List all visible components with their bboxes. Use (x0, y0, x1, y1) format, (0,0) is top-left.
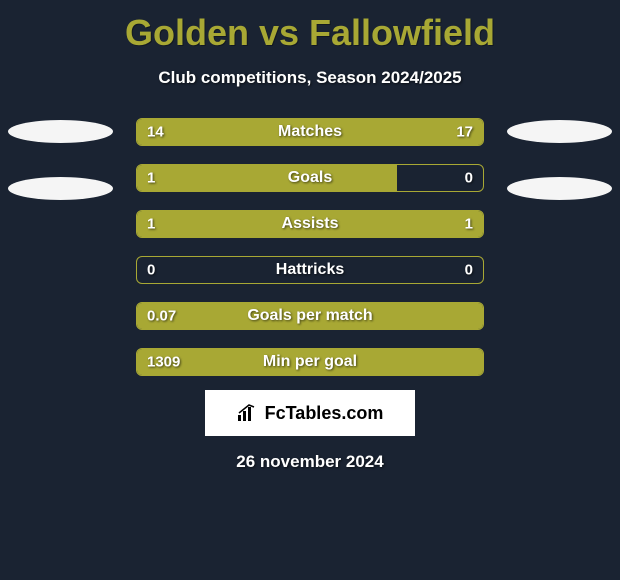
stat-label: Assists (282, 215, 339, 233)
stat-label: Goals (288, 169, 332, 187)
stat-label: Matches (278, 123, 342, 141)
stat-value-left: 1 (147, 170, 155, 187)
stat-row-matches: 14 Matches 17 (136, 118, 484, 146)
stat-row-goals-per-match: 0.07 Goals per match (136, 302, 484, 330)
stat-label: Min per goal (263, 353, 357, 371)
stat-value-left: 1309 (147, 354, 180, 371)
bar-fill-left (137, 165, 397, 191)
stat-row-assists: 1 Assists 1 (136, 210, 484, 238)
ellipse-placeholder (507, 177, 612, 200)
brand-text: FcTables.com (265, 403, 384, 424)
stat-label: Hattricks (276, 261, 344, 279)
chart-icon (237, 404, 259, 422)
stat-label: Goals per match (247, 307, 372, 325)
stat-value-right: 0 (465, 170, 473, 187)
stat-value-left: 14 (147, 124, 164, 141)
brand-badge: FcTables.com (205, 390, 415, 436)
ellipse-placeholder (8, 120, 113, 143)
ellipse-placeholder (8, 177, 113, 200)
stat-value-right: 17 (456, 124, 473, 141)
player-right-logo (507, 120, 612, 200)
ellipse-placeholder (507, 120, 612, 143)
player-left-logo (8, 120, 113, 200)
stat-value-left: 1 (147, 216, 155, 233)
page-title: Golden vs Fallowfield (0, 0, 620, 54)
stat-row-min-per-goal: 1309 Min per goal (136, 348, 484, 376)
stat-row-hattricks: 0 Hattricks 0 (136, 256, 484, 284)
stat-value-left: 0.07 (147, 308, 176, 325)
stat-value-left: 0 (147, 262, 155, 279)
stat-value-right: 1 (465, 216, 473, 233)
stat-row-goals: 1 Goals 0 (136, 164, 484, 192)
date-label: 26 november 2024 (0, 452, 620, 472)
subtitle: Club competitions, Season 2024/2025 (0, 68, 620, 88)
stat-value-right: 0 (465, 262, 473, 279)
stats-container: 14 Matches 17 1 Goals 0 1 Assists 1 0 Ha… (136, 118, 484, 376)
